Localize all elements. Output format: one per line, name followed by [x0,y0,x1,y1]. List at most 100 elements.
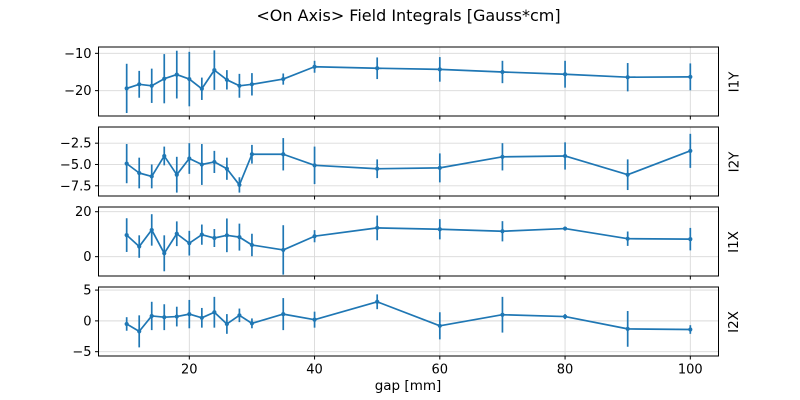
x-tick-label: 60 [432,363,449,378]
data-point [500,69,505,75]
data-point [224,77,229,82]
errorbar-series [124,214,693,275]
subplot-i1x: 20 0 [75,205,719,280]
data-point [312,234,317,239]
data-point [625,236,630,241]
data-point [281,76,286,82]
data-point [437,227,442,232]
errorbar-series [124,294,693,348]
subplot-i2y: −2.5 −5.0 −7.5 [60,126,719,200]
data-point [562,226,568,231]
data-point [174,231,179,236]
data-point [149,174,154,179]
y-tick-label: 0 [83,314,91,329]
data-point [562,72,568,77]
data-point [500,229,505,234]
data-point [237,182,242,188]
data-point [162,315,167,320]
data-point [199,162,204,167]
data-point [249,152,255,157]
data-point [124,321,129,327]
data-point [124,86,129,91]
subplot-i1y: −10 −20 [64,46,719,120]
axes-frame [98,206,719,277]
data-point [174,314,179,319]
data-point [375,225,380,231]
x-tick-label: 100 [678,363,703,378]
data-point [137,170,142,176]
x-axis-label: gap [mm] [374,378,442,394]
gridlines [98,127,719,196]
data-point [281,152,286,157]
errorbar-series [124,50,693,114]
data-point [174,72,179,77]
data-point [500,312,505,317]
data-point [162,76,167,81]
data-point [212,310,217,315]
subplot-i2x: 5 0 −5 20 40 60 80 100 [72,284,719,378]
data-point [162,153,167,159]
x-tick-label: 40 [306,363,323,378]
data-point [625,326,630,331]
data-point [149,313,154,319]
data-point [224,321,229,327]
right-axis-label-i1x: I1X [719,207,749,276]
data-point [375,166,380,171]
data-point [281,247,286,253]
data-point [312,163,317,168]
data-point [187,156,192,161]
data-point [688,148,693,153]
right-axis-label-i1y: I1Y [719,47,749,116]
x-tick-label: 80 [557,363,574,378]
y-tick-label: 0 [83,250,91,265]
data-point [237,313,242,318]
data-point [124,232,129,238]
axes-frame [98,126,719,197]
data-point [199,232,204,237]
data-point [137,329,142,334]
data-point [437,165,442,170]
data-point [688,327,693,332]
y-tick-label: 5 [83,284,91,299]
x-tick-label: 20 [181,363,198,378]
data-point [237,83,242,88]
y-tick-label: 20 [75,205,92,220]
data-point [562,314,568,319]
subplot-name-i2x: I2X [725,310,742,333]
data-line [126,227,691,255]
data-point [124,161,129,166]
data-point [237,235,242,240]
data-point [562,153,568,159]
data-line [126,65,691,90]
y-tick-label: −7.5 [60,179,92,194]
data-point [688,74,693,79]
errorbar-series [124,133,693,193]
subplot-name-i1x: I1X [725,230,742,253]
subplot-name-i2y: I2Y [725,151,742,172]
data-point [249,82,255,87]
y-tick-label: −5 [72,345,91,360]
data-point [625,172,630,177]
data-point [149,227,154,233]
data-point [437,323,442,328]
data-point [137,244,142,249]
data-point [174,172,179,177]
data-point [224,166,229,171]
data-point [688,237,693,242]
data-point [212,235,217,241]
data-point [437,67,442,72]
data-point [312,317,317,322]
data-point [375,66,380,71]
data-point [249,321,255,326]
data-point [212,159,217,165]
axes-frame [98,286,719,357]
data-line [126,300,691,333]
gridlines [98,287,719,356]
data-point [625,75,630,80]
data-point [187,312,192,317]
data-point [212,68,217,73]
data-line [126,150,691,186]
data-point [162,251,167,256]
